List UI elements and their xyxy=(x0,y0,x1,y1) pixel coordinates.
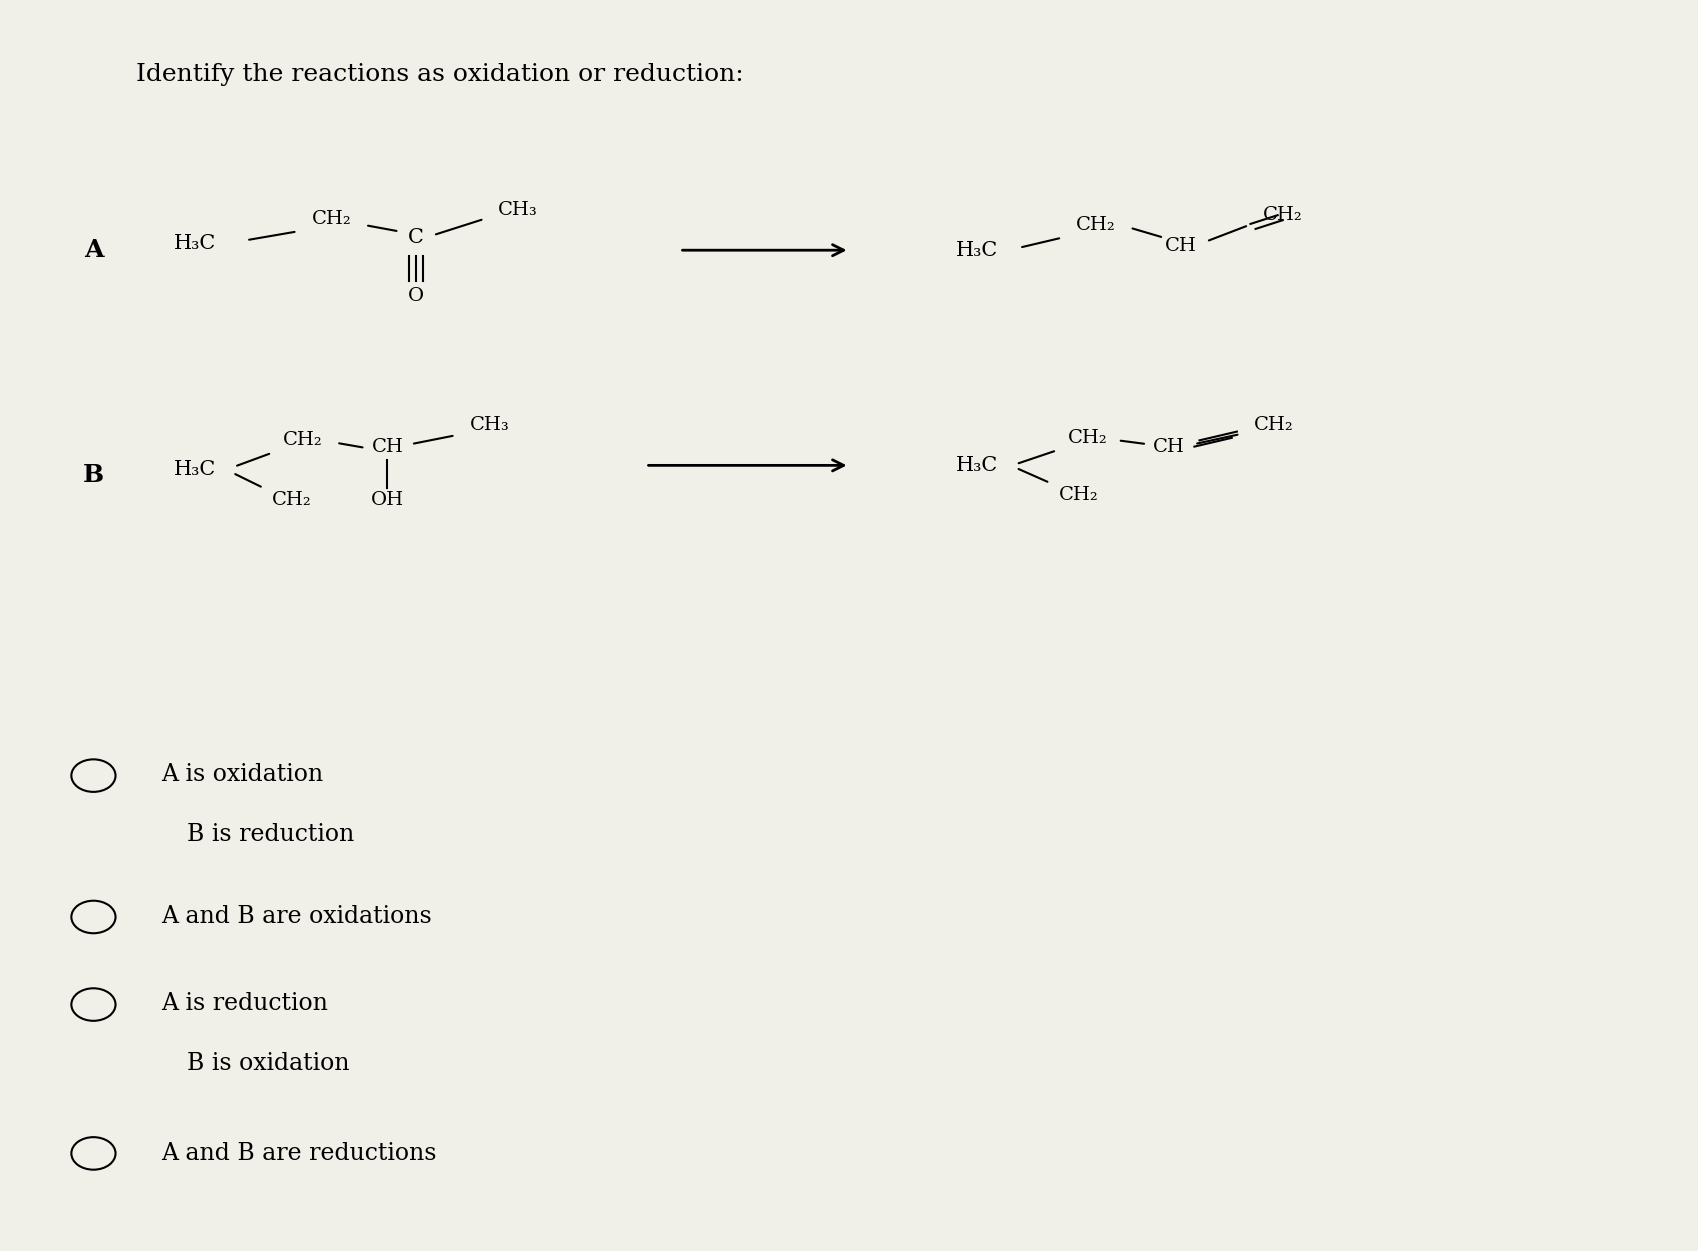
Text: CH: CH xyxy=(372,438,402,455)
Text: B is oxidation: B is oxidation xyxy=(187,1052,350,1075)
Text: H₃C: H₃C xyxy=(175,234,216,254)
Text: CH: CH xyxy=(1165,238,1195,255)
Text: A is oxidation: A is oxidation xyxy=(161,763,323,786)
Text: A is reduction: A is reduction xyxy=(161,992,328,1015)
Text: O: O xyxy=(408,288,424,305)
Text: H₃C: H₃C xyxy=(956,455,997,475)
Text: B: B xyxy=(83,463,104,488)
Text: CH₂: CH₂ xyxy=(272,492,312,509)
Text: CH₂: CH₂ xyxy=(1075,216,1116,234)
Text: CH₃: CH₃ xyxy=(469,417,509,434)
Text: A: A xyxy=(83,238,104,263)
Text: OH: OH xyxy=(370,492,404,509)
Text: H₃C: H₃C xyxy=(956,240,997,260)
Text: CH₂: CH₂ xyxy=(1066,429,1107,447)
Text: CH₃: CH₃ xyxy=(498,201,538,219)
Text: CH: CH xyxy=(1153,438,1184,455)
Text: A and B are oxidations: A and B are oxidations xyxy=(161,906,431,928)
Text: A and B are reductions: A and B are reductions xyxy=(161,1142,436,1165)
Text: C: C xyxy=(408,228,424,248)
Text: CH₂: CH₂ xyxy=(1058,487,1099,504)
Text: CH₂: CH₂ xyxy=(311,210,351,228)
Text: CH₂: CH₂ xyxy=(1262,206,1302,224)
Text: B is reduction: B is reduction xyxy=(187,823,353,846)
Text: H₃C: H₃C xyxy=(175,459,216,479)
Text: CH₂: CH₂ xyxy=(282,432,323,449)
Text: CH₂: CH₂ xyxy=(1253,417,1294,434)
Text: Identify the reactions as oxidation or reduction:: Identify the reactions as oxidation or r… xyxy=(136,63,744,85)
